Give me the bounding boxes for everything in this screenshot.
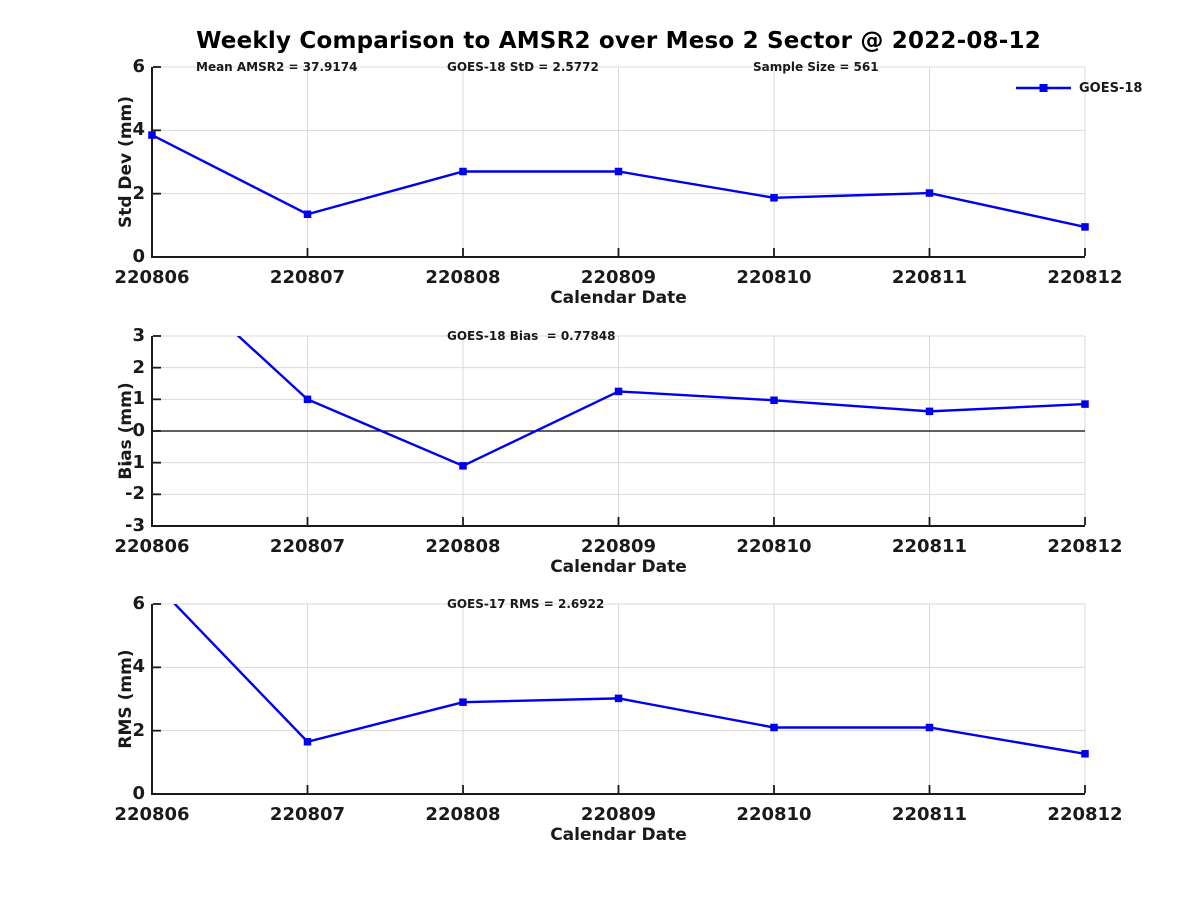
x-axis-label-calendar-date-3: Calendar Date	[550, 825, 687, 845]
legend-marker-sample	[1039, 84, 1048, 92]
data-point-marker	[614, 694, 623, 703]
annotation-mean-amsr2: Mean AMSR2 = 37.9174	[196, 60, 358, 74]
annotation-goes17-rms: GOES-17 RMS = 2.6922	[447, 597, 605, 611]
data-point-marker	[925, 723, 934, 732]
annotation-goes18-bias: GOES-18 Bias = 0.77848	[447, 329, 616, 343]
y-tick-label: -3	[125, 515, 145, 536]
y-tick-label: -1	[125, 451, 145, 473]
data-point-marker	[459, 462, 467, 470]
data-point-marker	[770, 194, 778, 202]
y-axis-label-rms: RMS (mm)	[116, 649, 136, 749]
data-point-marker	[1081, 400, 1089, 408]
legend-label-goes-18: GOES-18	[1079, 81, 1143, 96]
data-point-marker	[303, 738, 312, 746]
y-tick-label: -2	[125, 483, 145, 505]
y-tick-label: 2	[132, 182, 145, 204]
x-tick-label: 220809	[580, 267, 657, 288]
data-point-marker	[770, 396, 778, 405]
data-point-marker	[1081, 750, 1089, 758]
y-tick-label: 6	[132, 56, 145, 77]
data-point-marker	[1081, 223, 1089, 231]
x-tick-label: 220812	[1047, 804, 1123, 825]
x-tick-label: 220808	[425, 536, 501, 557]
x-tick-label: 220807	[269, 804, 346, 825]
x-tick-label: 220812	[1047, 267, 1123, 288]
x-tick-label: 220807	[269, 536, 346, 557]
x-tick-label: 220808	[425, 804, 501, 825]
x-tick-label: 220810	[736, 536, 812, 557]
x-tick-label: 220810	[736, 267, 812, 288]
x-tick-label: 220806	[114, 804, 190, 825]
x-tick-label: 220812	[1047, 536, 1123, 557]
x-tick-label: 220811	[891, 536, 968, 557]
y-tick-label: 1	[132, 388, 145, 410]
data-point-marker	[303, 210, 312, 218]
data-point-marker	[148, 131, 156, 139]
annotation-goes18-std: GOES-18 StD = 2.5772	[447, 60, 599, 74]
data-point-marker	[770, 723, 778, 732]
data-point-marker	[925, 189, 934, 197]
y-tick-label: 3	[132, 325, 145, 346]
y-tick-label: 0	[132, 246, 145, 267]
y-tick-label: 0	[132, 783, 145, 804]
x-tick-label: 220809	[580, 536, 657, 557]
annotation-sample-size: Sample Size = 561	[753, 60, 879, 74]
x-tick-label: 220806	[114, 267, 190, 288]
data-point-marker	[459, 167, 467, 176]
data-point-marker	[925, 407, 934, 416]
data-point-marker	[614, 387, 623, 396]
data-point-marker	[459, 698, 467, 706]
x-tick-label: 220807	[269, 267, 346, 288]
x-axis-label-calendar-date-2: Calendar Date	[550, 557, 687, 577]
x-tick-label: 220809	[580, 804, 657, 825]
y-tick-label: 2	[132, 719, 145, 741]
y-tick-label: 4	[132, 656, 145, 678]
x-axis-label-calendar-date-1: Calendar Date	[550, 288, 687, 308]
data-point-marker	[614, 167, 623, 176]
y-axis-label-std-dev: Std Dev (mm)	[116, 95, 136, 229]
y-tick-label: 4	[132, 119, 145, 141]
x-tick-label: 220808	[425, 267, 501, 288]
y-tick-label: 6	[132, 593, 145, 614]
x-tick-label: 220810	[736, 804, 812, 825]
x-tick-label: 220811	[891, 267, 968, 288]
x-tick-label: 220811	[891, 804, 968, 825]
page-title: Weekly Comparison to AMSR2 over Meso 2 S…	[196, 28, 1041, 54]
x-tick-label: 220806	[114, 536, 190, 557]
data-point-marker	[303, 395, 312, 404]
y-tick-label: 0	[132, 420, 145, 441]
y-tick-label: 2	[132, 356, 145, 378]
